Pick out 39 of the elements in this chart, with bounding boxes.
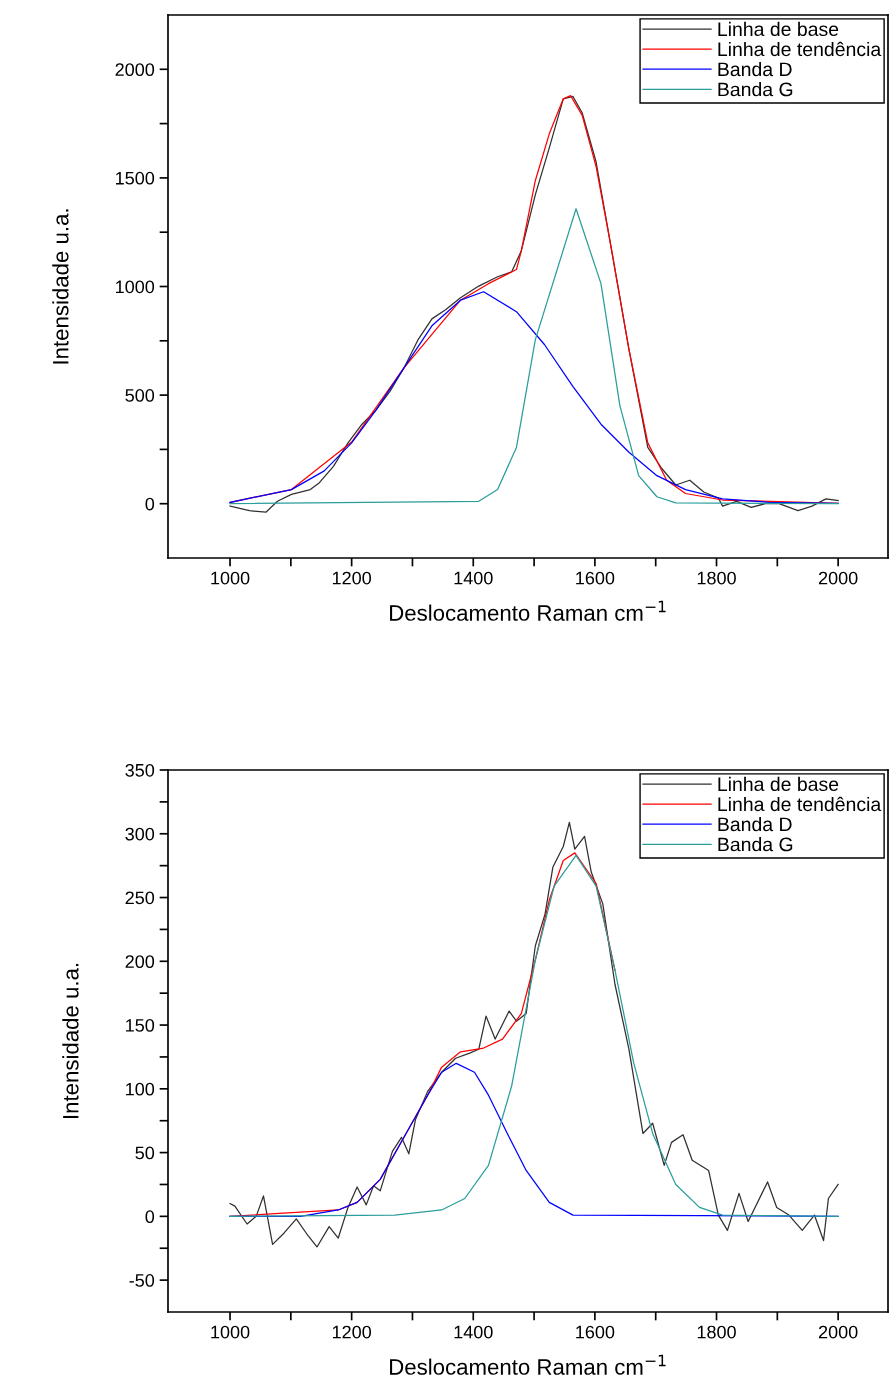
x-tick-label: 1800 <box>697 571 736 585</box>
x-tick-label: 1400 <box>454 571 493 585</box>
x-tick-label: 2000 <box>818 571 858 585</box>
y-axis-title: Intensidade u.a. <box>62 963 79 1119</box>
y-tick-label: 50 <box>135 1146 155 1160</box>
y-tick-label: 250 <box>125 891 155 905</box>
y-tick-label: 350 <box>125 763 155 777</box>
legend-label: Linha de tendência <box>718 41 882 57</box>
y-tick-label: 300 <box>125 827 155 841</box>
y-tick-label: -50 <box>129 1274 155 1287</box>
y-tick-label: 0 <box>145 497 155 511</box>
legend-label: Banda G <box>718 837 793 852</box>
x-tick-label: 2000 <box>818 1325 858 1339</box>
y-tick-label: 2000 <box>115 63 155 77</box>
x-tick-label: 1400 <box>454 1325 493 1339</box>
y-tick-label: 150 <box>126 1018 155 1032</box>
legend-label: Linha de base <box>718 776 839 792</box>
x-tick-label: 1800 <box>697 1325 736 1339</box>
x-tick-label: 1000 <box>211 571 250 585</box>
legend-label: Banda D <box>718 61 792 77</box>
y-tick-label: 100 <box>126 1082 155 1096</box>
x-tick-label: 1200 <box>332 571 372 585</box>
x-tick-label: 1600 <box>576 1325 615 1339</box>
x-axis-title: Deslocamento Raman cm$^{−1}$ <box>390 1354 666 1375</box>
legend-label: Banda D <box>718 816 792 832</box>
y-tick-label: 0 <box>145 1210 155 1224</box>
legend-label: Linha de base <box>718 21 839 37</box>
y-tick-label: 1500 <box>116 171 155 185</box>
x-tick-label: 1600 <box>576 571 615 585</box>
x-axis-title: Deslocamento Raman cm$^{−1}$ <box>390 600 666 621</box>
x-tick-label: 1200 <box>332 1325 372 1339</box>
line-series <box>229 208 839 505</box>
y-tick-label: 500 <box>125 389 155 402</box>
legend-label: Banda G <box>718 82 793 97</box>
x-tick-label: 1000 <box>211 1325 250 1339</box>
y-axis-title: Intensidade u.a. <box>52 209 69 364</box>
y-tick-label: 200 <box>125 955 155 969</box>
y-tick-label: 1000 <box>116 280 155 294</box>
legend-label: Linha de tendência <box>718 796 882 812</box>
